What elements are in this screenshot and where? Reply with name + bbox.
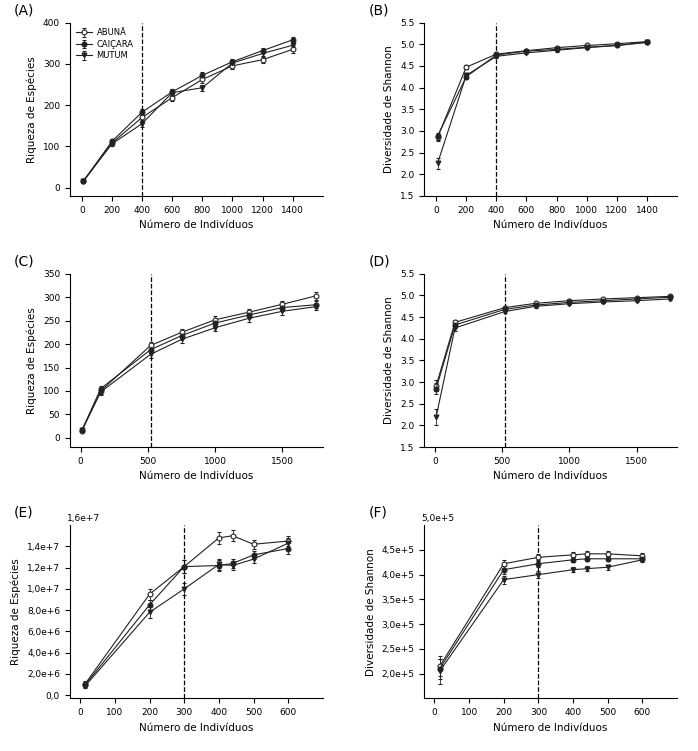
Y-axis label: Diversidade de Shannon: Diversidade de Shannon: [385, 45, 394, 173]
X-axis label: Número de Indivíduos: Número de Indivíduos: [139, 472, 253, 481]
Text: (E): (E): [14, 506, 34, 520]
X-axis label: Número de Indivíduos: Número de Indivíduos: [139, 722, 253, 733]
Y-axis label: Diversidade de Shannon: Diversidade de Shannon: [366, 548, 376, 676]
Text: 5,0e+5: 5,0e+5: [422, 514, 454, 523]
Legend: ABUNÃ, CAIÇARA, MUTUM: ABUNÃ, CAIÇARA, MUTUM: [74, 27, 135, 62]
Y-axis label: Diversidade de Shannon: Diversidade de Shannon: [385, 297, 394, 424]
Text: (F): (F): [369, 506, 387, 520]
Text: (C): (C): [14, 255, 35, 269]
X-axis label: Número de Indivíduos: Número de Indivíduos: [139, 220, 253, 230]
Text: (B): (B): [369, 3, 389, 17]
X-axis label: Número de Indivíduos: Número de Indivíduos: [493, 722, 608, 733]
Text: (D): (D): [369, 255, 390, 269]
X-axis label: Número de Indivíduos: Número de Indivíduos: [493, 220, 608, 230]
Y-axis label: Riqueza de Espécies: Riqueza de Espécies: [27, 56, 37, 162]
Y-axis label: Riqueza de Espécies: Riqueza de Espécies: [27, 307, 37, 414]
Y-axis label: Riqueza de Espécies: Riqueza de Espécies: [11, 559, 22, 665]
X-axis label: Número de Indivíduos: Número de Indivíduos: [493, 472, 608, 481]
Text: (A): (A): [14, 3, 34, 17]
Text: 1,6e+7: 1,6e+7: [67, 514, 101, 523]
